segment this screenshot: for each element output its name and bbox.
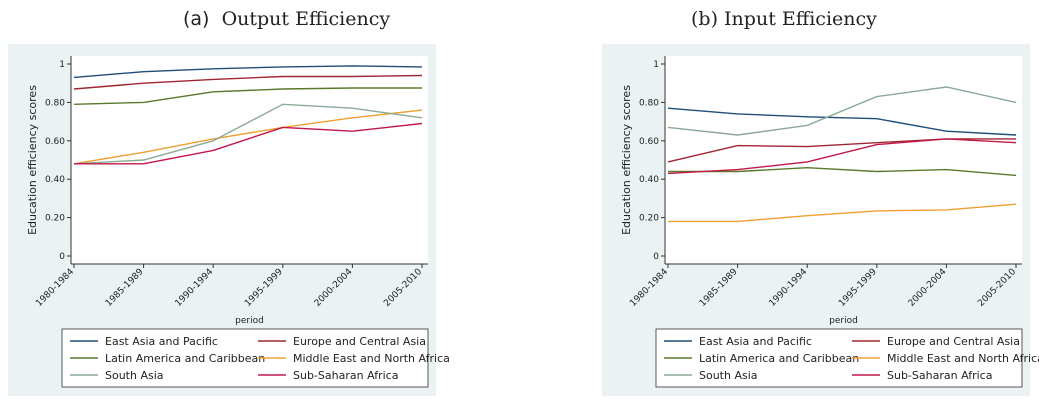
output-y-axis-title: Education efficiency scores xyxy=(26,85,39,235)
input-x-tick-label: 1985-1989 xyxy=(698,267,740,309)
output-series-line-1 xyxy=(73,74,423,90)
output-legend xyxy=(61,328,429,388)
panel-b-title-text: Input Efficiency xyxy=(724,8,877,30)
output-efficiency-svg: 0 0.20 0.40 0.60 0.80 1 1980-1984 1985-1989 1990… xyxy=(26,56,450,388)
output-y-tick-label: 0.60 xyxy=(45,137,65,147)
input-efficiency-chart: 0 0.20 0.40 0.60 0.80 1 1980-1984 1985-1989 1990… xyxy=(602,44,1039,396)
output-x-tick-label: 2005-2010 xyxy=(382,267,424,309)
input-y-tick-label: 0.20 xyxy=(639,214,659,224)
output-y-tick-label: 0.80 xyxy=(45,98,65,108)
input-y-tick-label: 1 xyxy=(653,60,659,70)
panel-b-title: (b) Input Efficiency xyxy=(691,8,877,30)
input-series-line-2 xyxy=(668,166,1017,177)
input-legend-label-3: Middle East and North Africa xyxy=(887,352,1039,365)
input-legend-label-2: Latin America and Caribbean xyxy=(699,352,859,365)
output-series-line-4 xyxy=(73,103,423,165)
input-x-axis-title: period xyxy=(829,316,858,326)
output-legend-label-1: Europe and Central Asia xyxy=(293,335,426,348)
input-y-tick-label: 0 xyxy=(653,252,659,262)
input-x-tick-label: 2005-2010 xyxy=(976,267,1018,309)
input-legend-label-1: Europe and Central Asia xyxy=(887,335,1020,348)
input-x-tick-label: 1995-1999 xyxy=(837,267,879,309)
input-y-tick-label: 0.60 xyxy=(639,137,659,147)
input-x-tick-label: 1990-1994 xyxy=(768,267,810,309)
output-efficiency-chart: 0 0.20 0.40 0.60 0.80 1 1980-1984 1985-1989 1990… xyxy=(8,44,450,396)
panel-b-label: (b) xyxy=(691,8,718,30)
output-series-line-3 xyxy=(73,109,423,165)
output-legend-label-3: Middle East and North Africa xyxy=(293,352,450,365)
panel-a-title: (a) Output Efficiency xyxy=(183,8,390,30)
output-legend-label-2: Latin America and Caribbean xyxy=(105,352,265,365)
output-x-tick-label: 1990-1994 xyxy=(174,267,216,309)
input-y-tick-label: 0.40 xyxy=(639,175,659,185)
output-x-tick-label: 1980-1984 xyxy=(34,267,76,309)
output-series-line-0 xyxy=(73,65,423,79)
input-series-line-3 xyxy=(668,203,1017,223)
output-y-tick-label: 0.40 xyxy=(45,175,65,185)
output-y-tick-label: 0 xyxy=(59,252,65,262)
input-legend-label-4: South Asia xyxy=(699,369,758,382)
input-legend-label-0: East Asia and Pacific xyxy=(699,335,812,348)
output-legend-label-5: Sub-Saharan Africa xyxy=(293,369,398,382)
input-series-line-0 xyxy=(667,107,1017,136)
output-x-axis-title: period xyxy=(235,316,264,326)
input-y-axis-title: Education efficiency scores xyxy=(620,85,633,235)
output-plot-area xyxy=(71,56,428,264)
input-legend xyxy=(655,328,1023,388)
panel-a-title-text: Output Efficiency xyxy=(221,8,391,30)
output-y-tick-label: 0.20 xyxy=(45,214,65,224)
input-series-line-4 xyxy=(667,86,1017,136)
input-legend-label-5: Sub-Saharan Africa xyxy=(887,369,992,382)
input-x-tick-label: 1980-1984 xyxy=(628,267,670,309)
output-series-line-2 xyxy=(73,87,422,105)
output-legend-label-4: South Asia xyxy=(105,369,164,382)
output-legend-label-0: East Asia and Pacific xyxy=(105,335,218,348)
input-y-tick-label: 0.80 xyxy=(639,98,659,108)
input-series-line-5 xyxy=(667,138,1017,175)
input-x-tick-label: 2000-2004 xyxy=(907,267,949,309)
input-efficiency-svg: 0 0.20 0.40 0.60 0.80 1 1980-1984 1985-1989 1990… xyxy=(620,56,1039,388)
output-x-tick-label: 2000-2004 xyxy=(313,267,355,309)
input-plot-area xyxy=(665,56,1022,264)
output-x-tick-label: 1985-1989 xyxy=(104,267,146,309)
panel-a-label: (a) xyxy=(183,8,210,30)
output-x-tick-label: 1995-1999 xyxy=(243,267,285,309)
output-series-line-5 xyxy=(74,122,423,165)
output-y-tick-label: 1 xyxy=(59,60,65,70)
